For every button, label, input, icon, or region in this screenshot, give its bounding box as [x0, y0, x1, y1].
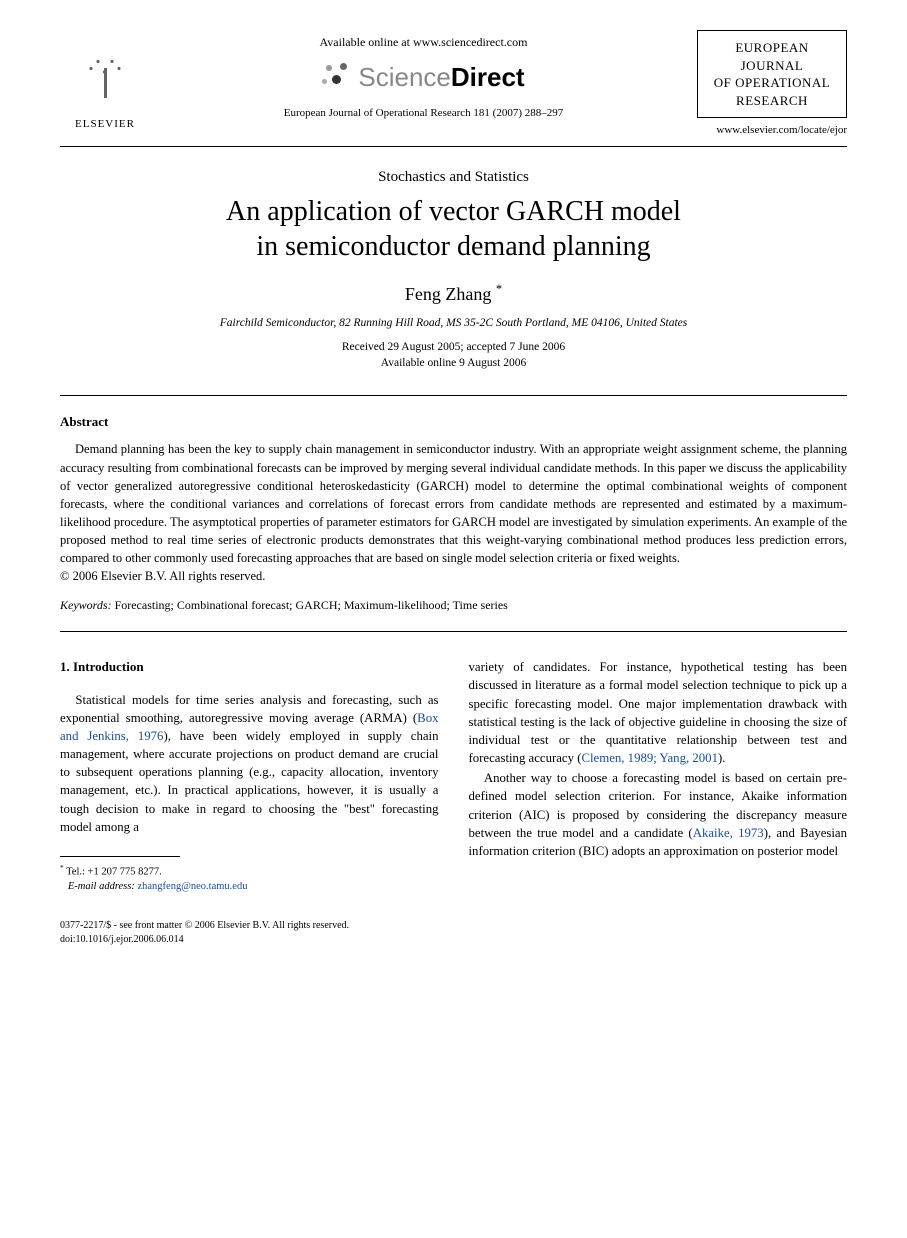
intro-paragraph-1-cont: variety of candidates. For instance, hyp…	[469, 658, 848, 767]
sd-wordmark: ScienceDirect	[358, 62, 524, 93]
footnote-separator	[60, 856, 180, 857]
center-header: Available online at www.sciencedirect.co…	[150, 30, 697, 119]
intro-paragraph-2: Another way to choose a forecasting mode…	[469, 769, 848, 860]
page-footer: 0377-2217/$ - see front matter © 2006 El…	[60, 919, 847, 947]
body-columns: 1. Introduction Statistical models for t…	[60, 658, 847, 895]
tel-label: Tel.:	[66, 866, 85, 877]
citation-link-akaike[interactable]: Akaike, 1973	[693, 826, 764, 840]
sd-bold: Direct	[451, 62, 525, 92]
abstract-top-rule	[60, 395, 847, 396]
p1c-text-b: ).	[718, 751, 725, 765]
abstract-text: Demand planning has been the key to supp…	[60, 440, 847, 567]
email-label: E-mail address:	[68, 881, 135, 892]
tel-value: +1 207 775 8277.	[88, 866, 162, 877]
article-dates: Received 29 August 2005; accepted 7 June…	[60, 339, 847, 371]
column-left: 1. Introduction Statistical models for t…	[60, 658, 439, 895]
p1c-text-a: variety of candidates. For instance, hyp…	[469, 660, 848, 765]
citation-link-clemen-yang[interactable]: Clemen, 1989; Yang, 2001	[581, 751, 718, 765]
journal-box-line: RESEARCH	[708, 92, 836, 110]
sd-dots-icon	[322, 63, 352, 93]
elsevier-logo: ELSEVIER	[60, 30, 150, 130]
intro-heading: 1. Introduction	[60, 658, 439, 676]
sciencedirect-logo: ScienceDirect	[150, 62, 697, 93]
affiliation: Fairchild Semiconductor, 82 Running Hill…	[60, 317, 847, 329]
header-rule	[60, 146, 847, 147]
email-link[interactable]: zhangfeng@neo.tamu.edu	[137, 881, 247, 892]
abstract-bottom-rule	[60, 631, 847, 632]
sd-light: Science	[358, 62, 451, 92]
author-name: Feng Zhang	[405, 284, 491, 304]
footer-front-matter: 0377-2217/$ - see front matter © 2006 El…	[60, 919, 847, 933]
journal-url[interactable]: www.elsevier.com/locate/ejor	[697, 124, 847, 136]
journal-citation: European Journal of Operational Research…	[150, 107, 697, 119]
column-right: variety of candidates. For instance, hyp…	[469, 658, 848, 895]
journal-box-line: EUROPEAN	[708, 39, 836, 57]
journal-brand-column: EUROPEAN JOURNAL OF OPERATIONAL RESEARCH…	[697, 30, 847, 136]
page-header: ELSEVIER Available online at www.science…	[60, 30, 847, 136]
available-online-text: Available online at www.sciencedirect.co…	[150, 35, 697, 50]
publisher-name: ELSEVIER	[75, 118, 135, 130]
p1-text-b: ), have been widely employed in supply c…	[60, 729, 439, 834]
footnote-email: E-mail address: zhangfeng@neo.tamu.edu	[60, 880, 439, 895]
footer-doi: doi:10.1016/j.ejor.2006.06.014	[60, 933, 847, 947]
footnote-marker: *	[60, 863, 64, 872]
footnote-tel: * Tel.: +1 207 775 8277.	[60, 863, 439, 880]
elsevier-tree-icon	[70, 44, 140, 114]
keywords-label: Keywords:	[60, 598, 112, 612]
article-title: An application of vector GARCH model in …	[60, 194, 847, 264]
intro-paragraph-1: Statistical models for time series analy…	[60, 691, 439, 836]
corresponding-author-footnote: * Tel.: +1 207 775 8277. E-mail address:…	[60, 863, 439, 895]
received-date: Received 29 August 2005; accepted 7 June…	[60, 339, 847, 355]
online-date: Available online 9 August 2006	[60, 355, 847, 371]
journal-box-line: OF OPERATIONAL	[708, 74, 836, 92]
keywords-values: Forecasting; Combinational forecast; GAR…	[115, 598, 508, 612]
title-line-1: An application of vector GARCH model	[226, 196, 681, 227]
journal-title-box: EUROPEAN JOURNAL OF OPERATIONAL RESEARCH	[697, 30, 847, 118]
journal-box-line: JOURNAL	[708, 57, 836, 75]
title-line-2: in semiconductor demand planning	[256, 231, 650, 262]
abstract-copyright: © 2006 Elsevier B.V. All rights reserved…	[60, 569, 847, 584]
author-marker: *	[496, 282, 502, 296]
p1-text-a: Statistical models for time series analy…	[60, 693, 439, 725]
section-label: Stochastics and Statistics	[60, 169, 847, 186]
keywords-line: Keywords: Forecasting; Combinational for…	[60, 598, 847, 613]
abstract-heading: Abstract	[60, 414, 847, 430]
author-line: Feng Zhang *	[60, 282, 847, 305]
